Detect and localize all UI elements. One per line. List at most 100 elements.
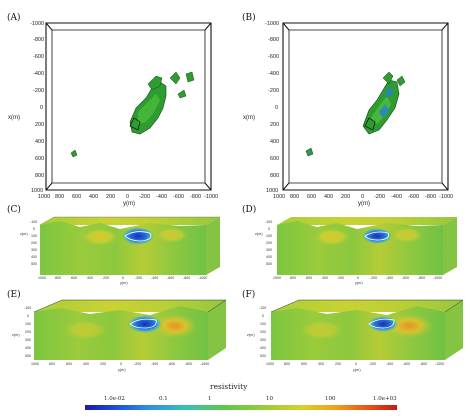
- panel-e-ytick: -1000: [200, 362, 210, 366]
- panel-e-ztick: 200: [25, 330, 31, 334]
- panel-label-b: (B): [242, 13, 256, 23]
- panel-label-c: (C): [7, 205, 21, 215]
- panel-b-xtick: 600: [270, 156, 280, 162]
- panel-f-ztick: 200: [260, 330, 266, 334]
- colorbar-tick: 0.1: [159, 396, 168, 402]
- panel-b-ytick: -1000: [439, 194, 454, 200]
- panel-b-ytick: -600: [408, 194, 420, 200]
- panel-e-ztick: 0: [27, 314, 29, 318]
- panel-e-ytick: -400: [151, 362, 159, 366]
- panel-a-xtick: -800: [33, 37, 45, 43]
- panel-a-ytick: -1000: [204, 194, 219, 200]
- panel-c-ztick: 400: [31, 255, 37, 259]
- panel-e-ytick: 800: [49, 362, 55, 366]
- panel-d-ytick: -400: [386, 276, 394, 280]
- panel-a-ytick: 800: [55, 194, 65, 200]
- panel-e-ytick: 200: [100, 362, 106, 366]
- panel-f-ytick: 200: [335, 362, 341, 366]
- panel-b-xtick: 800: [270, 173, 280, 179]
- panel-b-xtick: 0: [275, 105, 279, 111]
- panel-b-ytick: 400: [324, 194, 334, 200]
- panel-d-ytick: -800: [418, 276, 426, 280]
- panel-d-ytick: -200: [370, 276, 378, 280]
- panel-f-zlabel: z(m): [247, 333, 255, 337]
- panel-c-ytick: -800: [183, 276, 191, 280]
- anomaly-body-main: [129, 75, 167, 135]
- panel-d-ytick: 0: [357, 276, 359, 280]
- panel-f-ytick: -600: [403, 362, 411, 366]
- panel-c-ytick: 200: [103, 276, 109, 280]
- panel-a-ytick: -400: [156, 194, 168, 200]
- panel-b-ytick: -400: [391, 194, 403, 200]
- panel-d-ztick: 400: [266, 255, 272, 259]
- panel-b-ytick: 200: [341, 194, 351, 200]
- panel-d-ytick: 1000: [273, 276, 281, 280]
- panel-e-ztick: 400: [25, 346, 31, 350]
- panel-f-ytick: 600: [301, 362, 307, 366]
- panel-f-ytick: -200: [369, 362, 377, 366]
- panel-e-ztick: 300: [25, 338, 31, 342]
- panel-f-ytick: 0: [355, 362, 357, 366]
- colorbar-tick: 100: [325, 396, 336, 402]
- panel-f-ytick: 400: [318, 362, 324, 366]
- panel-d-ztick: 200: [266, 241, 272, 245]
- panel-e-ytick: 1000: [31, 362, 39, 366]
- panel-b-plot: [282, 22, 449, 191]
- panel-a-xtick: 800: [35, 173, 45, 179]
- panel-e-ytick: -200: [134, 362, 142, 366]
- panel-e-ytick: -800: [185, 362, 193, 366]
- panel-c-ytick: 800: [55, 276, 61, 280]
- panel-e-ytick: 400: [83, 362, 89, 366]
- panel-c-ytick: -400: [151, 276, 159, 280]
- panel-e-ylabel: y(m): [118, 368, 126, 372]
- panel-f-ztick: 300: [260, 338, 266, 342]
- panel-a-xtick: -400: [33, 71, 45, 77]
- panel-a-ytick: 600: [72, 194, 82, 200]
- panel-f-ztick: 500: [260, 354, 266, 358]
- panel-label-e: (E): [7, 290, 21, 300]
- panel-c-ztick: 0: [33, 227, 35, 231]
- panel-b-xtick: -800: [268, 37, 280, 43]
- panel-e-ytick: 600: [66, 362, 72, 366]
- panel-label-d: (D): [242, 205, 257, 215]
- panel-c-ytick: 400: [87, 276, 93, 280]
- colorbar-title: resistivity: [210, 382, 248, 391]
- panel-a-ytick: -600: [173, 194, 185, 200]
- panel-a-xtick: 0: [40, 105, 44, 111]
- panel-c-section: [39, 216, 220, 275]
- panel-d-ytick: 800: [290, 276, 296, 280]
- panel-b-xlabel: x(m): [243, 115, 255, 121]
- panel-b-xtick: -1000: [265, 21, 280, 27]
- panel-c-ytick: 1000: [38, 276, 46, 280]
- colorbar-tick: 1.0e-02: [104, 396, 125, 402]
- panel-e-ztick: 500: [25, 354, 31, 358]
- panel-b-xtick: -400: [268, 71, 280, 77]
- panel-d-ytick: 600: [306, 276, 312, 280]
- panel-b-ylabel: y(m): [358, 201, 370, 207]
- panel-label-a: (A): [7, 13, 21, 23]
- panel-f-ztick: -100: [259, 306, 267, 310]
- panel-b-ytick: 600: [307, 194, 317, 200]
- panel-d-section: [277, 217, 457, 275]
- panel-a-ylabel: y(m): [123, 201, 135, 207]
- panel-c-ztick: 100: [31, 234, 37, 238]
- panel-d-ztick: 0: [268, 227, 270, 231]
- panel-c-ytick: -200: [135, 276, 143, 280]
- anomaly-body-small: [70, 71, 195, 158]
- panel-a-xlabel: x(m): [8, 115, 20, 121]
- anomaly-body-main: [362, 71, 400, 135]
- panel-d-ytick: 200: [338, 276, 344, 280]
- panel-d-ytick: -600: [402, 276, 410, 280]
- panel-b-xtick: -600: [268, 54, 280, 60]
- colorbar-tick: 1.0e+03: [373, 396, 397, 402]
- panel-d-ylabel: y(m): [355, 281, 363, 285]
- panel-label-f: (F): [242, 290, 256, 300]
- panel-d-ztick: 100: [266, 234, 272, 238]
- panel-e-ytick: -600: [168, 362, 176, 366]
- colorbar-tick: 10: [266, 396, 273, 402]
- panel-d-ytick: -1000: [433, 276, 443, 280]
- panel-e-ztick: 100: [25, 322, 31, 326]
- panel-c-ytick: 0: [122, 276, 124, 280]
- panel-f-ytick: -1000: [435, 362, 445, 366]
